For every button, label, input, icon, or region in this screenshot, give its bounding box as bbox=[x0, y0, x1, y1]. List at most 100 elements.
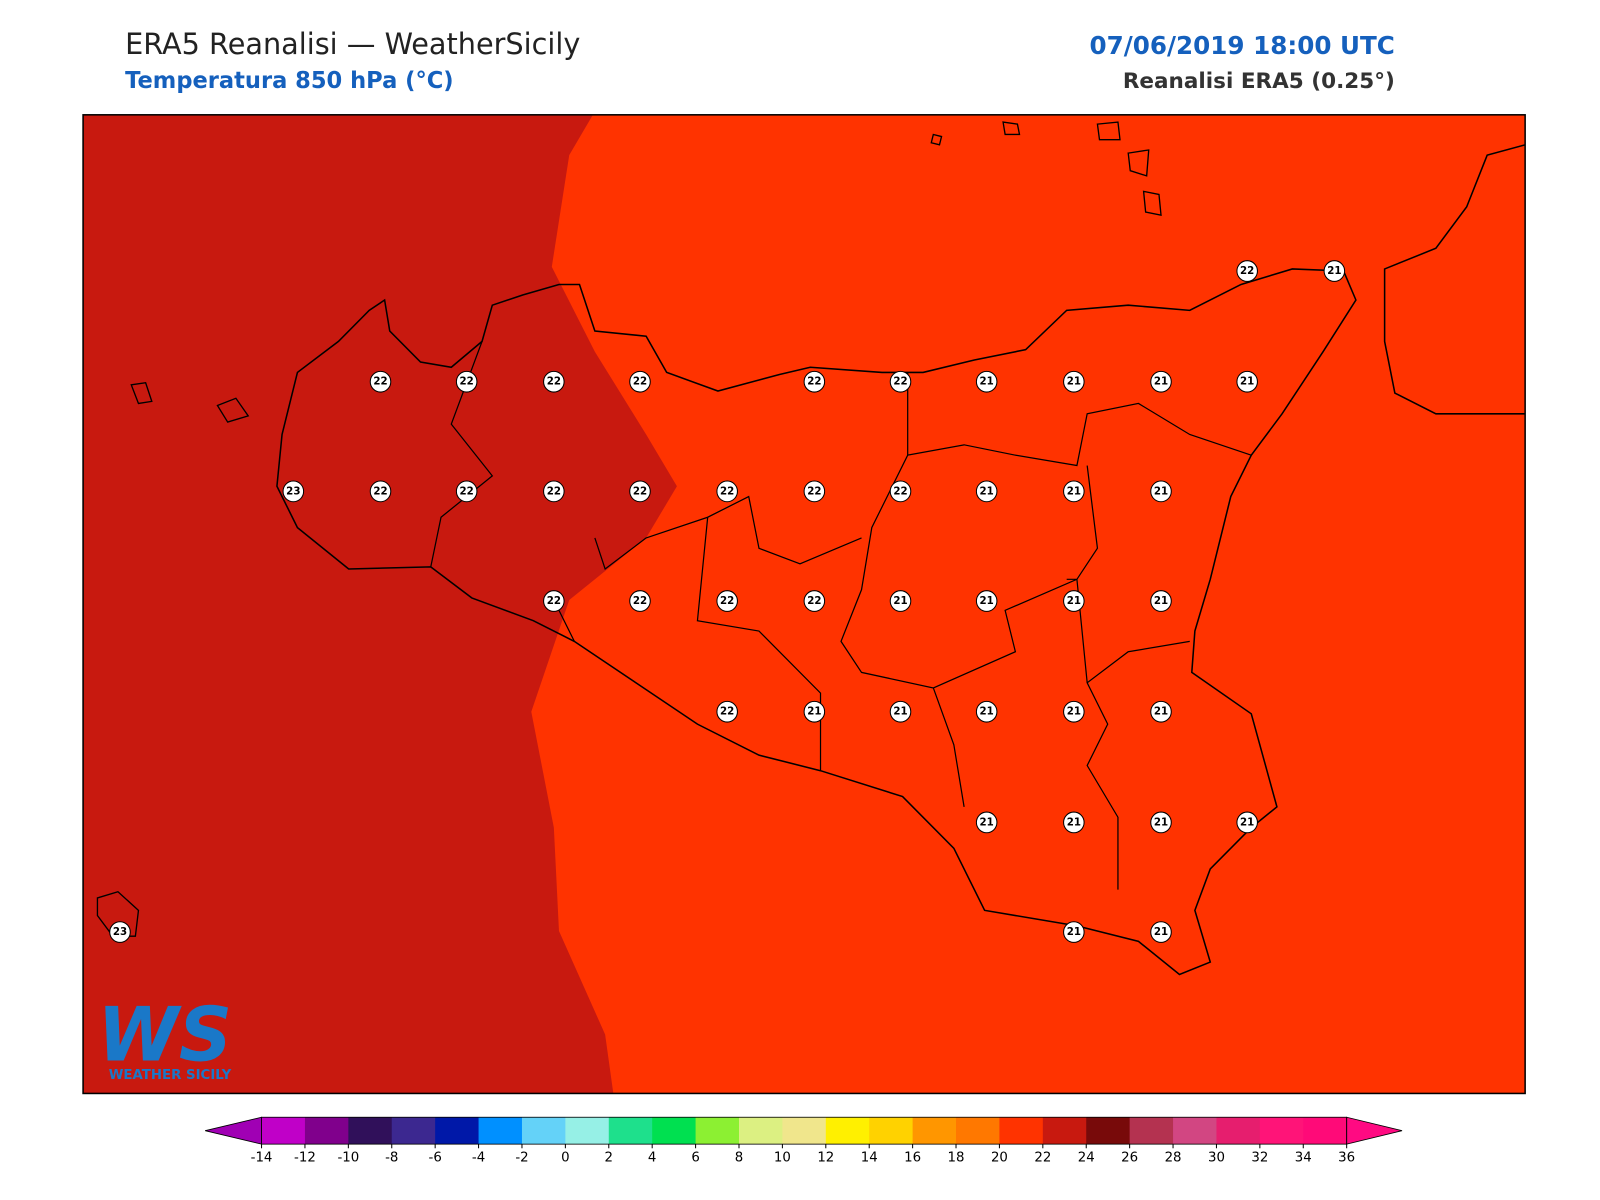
point-marker bbox=[629, 590, 651, 612]
logo: WS WEATHER SICILY bbox=[97, 992, 232, 1083]
point-marker bbox=[543, 590, 565, 612]
point-value: 21 bbox=[1067, 816, 1081, 828]
point-marker bbox=[716, 590, 738, 612]
point-marker bbox=[109, 921, 131, 943]
point-value: 22 bbox=[1240, 265, 1254, 277]
point-marker bbox=[803, 700, 826, 723]
point-value: 21 bbox=[980, 376, 994, 388]
title: ERA5 Reanalisi — WeatherSicily bbox=[125, 27, 580, 61]
source: Reanalisi ERA5 (0.25°) bbox=[1123, 69, 1395, 94]
point-marker bbox=[1150, 811, 1172, 834]
point-marker bbox=[716, 480, 738, 503]
point-marker bbox=[889, 590, 912, 612]
point-value: 22 bbox=[807, 376, 821, 388]
colorbar-tick-label: 36 bbox=[1338, 1151, 1355, 1166]
colorbar-segment bbox=[782, 1117, 827, 1145]
point-value: 22 bbox=[720, 485, 734, 497]
colorbar-segment bbox=[1086, 1117, 1131, 1145]
colorbar-tick-label: 10 bbox=[774, 1151, 791, 1166]
colorbar-segment bbox=[1042, 1117, 1087, 1145]
colorbar-tick-label: -2 bbox=[515, 1151, 528, 1166]
colorbar-segment bbox=[912, 1117, 957, 1145]
point-marker bbox=[629, 370, 651, 393]
point-value: 21 bbox=[1240, 376, 1254, 388]
point-marker bbox=[889, 370, 912, 393]
colorbar-segment bbox=[565, 1117, 610, 1145]
point-marker bbox=[369, 370, 392, 393]
point-marker bbox=[1063, 700, 1085, 723]
colorbar-tick-label: 4 bbox=[648, 1151, 656, 1166]
colorbar-segment bbox=[956, 1117, 1000, 1145]
colorbar-extend-high bbox=[1346, 1116, 1403, 1145]
point-marker bbox=[1323, 260, 1346, 282]
point-value: 22 bbox=[547, 376, 561, 388]
point-value: 22 bbox=[807, 485, 821, 497]
point-marker bbox=[369, 480, 392, 503]
point-value: 21 bbox=[980, 816, 994, 828]
point-value: 21 bbox=[1067, 706, 1081, 718]
point-value: 21 bbox=[1154, 595, 1168, 607]
datetime: 07/06/2019 18:00 UTC bbox=[1090, 31, 1395, 60]
point-value: 22 bbox=[720, 595, 734, 607]
point-marker bbox=[1150, 480, 1172, 503]
point-value: 22 bbox=[547, 595, 561, 607]
point-value: 21 bbox=[1154, 376, 1168, 388]
point-marker bbox=[455, 480, 478, 503]
point-marker bbox=[1150, 370, 1172, 393]
point-value: 22 bbox=[460, 485, 474, 497]
colorbar-tick-label: 0 bbox=[561, 1151, 569, 1166]
point-value: 21 bbox=[893, 595, 907, 607]
point-marker bbox=[1063, 370, 1085, 393]
point-value: 22 bbox=[460, 376, 474, 388]
colorbar-frame bbox=[261, 1116, 1348, 1145]
point-marker bbox=[1236, 260, 1258, 282]
colorbar-tick-label: 34 bbox=[1295, 1151, 1312, 1166]
colorbar-tick-label: 32 bbox=[1251, 1151, 1268, 1166]
colorbar-segment bbox=[738, 1117, 783, 1145]
map: 22 21 22 22 22 22 22 22 21 21 21 21 23 22 22 22 22 22 22 22… bbox=[82, 114, 1526, 1095]
point-marker bbox=[975, 590, 998, 612]
point-value: 21 bbox=[1067, 595, 1081, 607]
colorbar-extend-low bbox=[205, 1116, 262, 1145]
point-value: 22 bbox=[893, 485, 907, 497]
colorbar-segment bbox=[304, 1117, 349, 1145]
point-marker bbox=[282, 480, 305, 503]
point-marker bbox=[803, 590, 826, 612]
coastline bbox=[276, 268, 1357, 976]
colorbar-segment bbox=[521, 1117, 566, 1145]
colorbar-tick-label: 30 bbox=[1208, 1151, 1225, 1166]
colorbar: -14 -12 -10 -8 -6 -4 -2 0 2 4 6 8 10 12 14 16 18 20 22 24 26… bbox=[205, 1116, 1403, 1166]
point-value: 21 bbox=[893, 706, 907, 718]
province-borders bbox=[430, 341, 1252, 890]
point-value: 23 bbox=[113, 926, 127, 938]
point-marker bbox=[543, 370, 565, 393]
point-labels: 22 21 22 22 22 22 22 22 21 21 21 21 23 22 22 22 22 22 22 22… bbox=[109, 260, 1346, 943]
point-marker bbox=[1063, 590, 1085, 612]
colorbar-tick-label: 12 bbox=[817, 1151, 834, 1166]
colorbar-segment bbox=[435, 1117, 480, 1145]
colorbar-tick-label: 20 bbox=[991, 1151, 1008, 1166]
colorbar-tick-label: 2 bbox=[605, 1151, 613, 1166]
colorbar-segment bbox=[825, 1117, 870, 1145]
point-value: 21 bbox=[1154, 485, 1168, 497]
colorbar-segment bbox=[608, 1117, 653, 1145]
colorbar-segment bbox=[348, 1117, 393, 1145]
hot-field bbox=[83, 114, 677, 1094]
point-value: 22 bbox=[633, 595, 647, 607]
point-value: 21 bbox=[1327, 265, 1341, 277]
point-value: 22 bbox=[373, 485, 387, 497]
colorbar-tick-label: -6 bbox=[429, 1151, 442, 1166]
point-marker bbox=[803, 370, 826, 393]
colorbar-segment bbox=[652, 1117, 697, 1145]
point-value: 22 bbox=[633, 376, 647, 388]
colorbar-segment bbox=[1129, 1117, 1174, 1145]
point-marker bbox=[455, 370, 478, 393]
colorbar-tick-label: -8 bbox=[385, 1151, 398, 1166]
colorbar-tick-label: -10 bbox=[337, 1151, 359, 1166]
point-marker bbox=[975, 811, 998, 834]
point-value: 21 bbox=[1067, 376, 1081, 388]
point-marker bbox=[1150, 700, 1172, 723]
point-value: 21 bbox=[980, 595, 994, 607]
colorbar-segment bbox=[999, 1117, 1044, 1145]
